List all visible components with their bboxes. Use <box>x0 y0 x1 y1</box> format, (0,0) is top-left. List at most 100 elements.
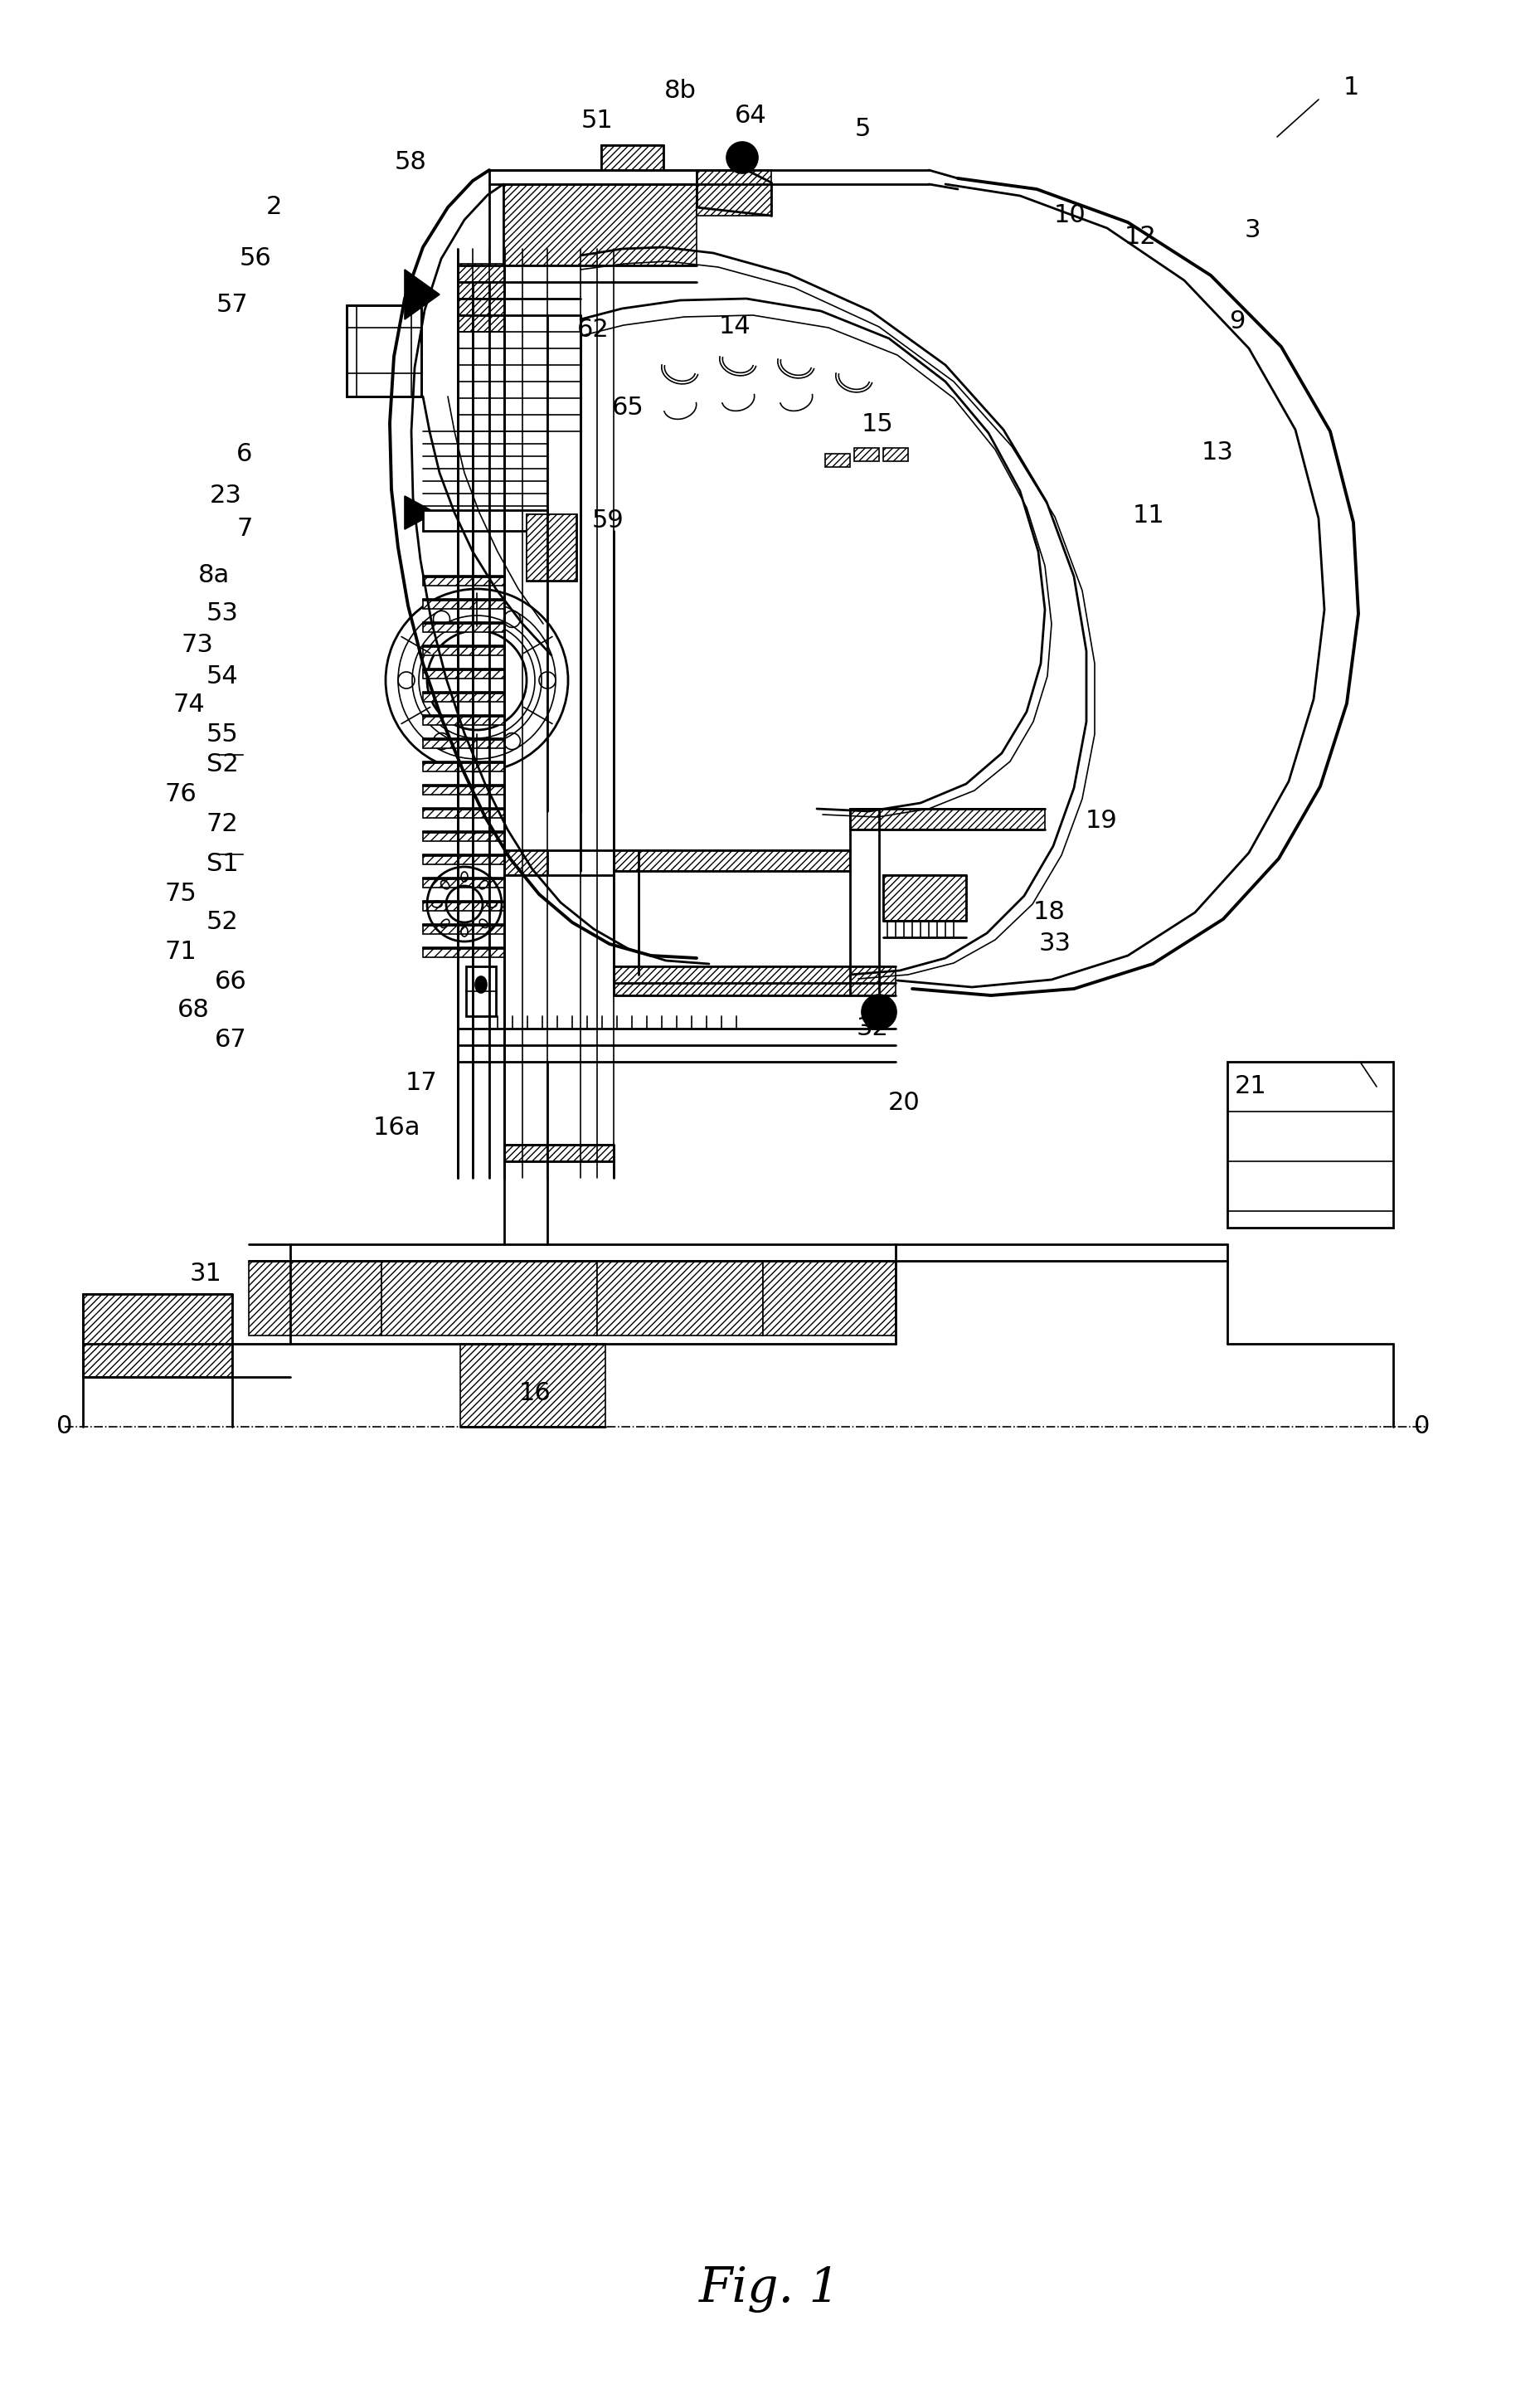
Bar <box>598 1261 762 1335</box>
Text: 11: 11 <box>1132 503 1164 527</box>
Bar <box>382 1261 598 1335</box>
Text: 20: 20 <box>889 1092 919 1116</box>
Text: 56: 56 <box>239 248 271 272</box>
Text: S1: S1 <box>206 853 239 877</box>
Bar <box>424 832 504 842</box>
Text: 57: 57 <box>216 293 248 317</box>
Bar <box>424 784 504 794</box>
Ellipse shape <box>862 994 896 1030</box>
Bar <box>424 925 504 935</box>
Text: 10: 10 <box>1053 203 1086 229</box>
Text: 74: 74 <box>172 694 205 718</box>
Text: 73: 73 <box>182 634 214 658</box>
Text: 65: 65 <box>611 396 644 420</box>
Polygon shape <box>405 496 436 529</box>
Text: 15: 15 <box>861 412 893 436</box>
Bar <box>504 851 547 875</box>
Bar <box>850 808 1046 830</box>
Text: Fig. 1: Fig. 1 <box>699 2267 841 2312</box>
Text: 75: 75 <box>165 882 197 906</box>
Bar <box>457 265 504 281</box>
Text: 72: 72 <box>206 813 239 837</box>
Bar <box>424 575 504 586</box>
Bar <box>884 448 909 460</box>
Text: 14: 14 <box>719 315 752 339</box>
Text: 52: 52 <box>206 911 239 935</box>
Bar <box>504 1144 613 1161</box>
Bar <box>527 515 576 582</box>
Bar <box>762 1261 896 1335</box>
Bar <box>249 1261 382 1335</box>
Text: 6: 6 <box>237 441 253 465</box>
Text: 31: 31 <box>189 1261 222 1285</box>
Text: 1: 1 <box>1343 74 1360 100</box>
Bar <box>424 901 504 911</box>
Bar <box>424 510 547 532</box>
Text: 8b: 8b <box>664 79 696 103</box>
Bar <box>424 853 504 865</box>
Text: 71: 71 <box>165 939 197 963</box>
Bar <box>424 622 504 632</box>
Bar <box>457 298 504 315</box>
Text: 59: 59 <box>591 508 624 532</box>
Bar <box>424 877 504 887</box>
Ellipse shape <box>476 977 487 992</box>
Text: 16: 16 <box>519 1383 551 1407</box>
Text: 12: 12 <box>1124 224 1157 248</box>
Text: 5: 5 <box>855 117 870 141</box>
Text: 13: 13 <box>1201 441 1234 465</box>
Text: 58: 58 <box>394 150 427 174</box>
Bar <box>424 646 504 656</box>
Bar <box>884 875 966 920</box>
Text: 19: 19 <box>1086 808 1118 834</box>
Bar <box>424 691 504 701</box>
Text: 33: 33 <box>1038 932 1070 956</box>
Text: 9: 9 <box>1229 310 1246 334</box>
Text: 66: 66 <box>214 970 246 994</box>
Bar <box>613 966 896 997</box>
Text: 3: 3 <box>1244 219 1260 243</box>
Bar <box>504 184 696 265</box>
Bar <box>527 515 576 582</box>
Text: 17: 17 <box>405 1070 437 1094</box>
Text: 68: 68 <box>177 999 209 1023</box>
Bar <box>424 760 504 772</box>
Text: 23: 23 <box>209 484 242 508</box>
Bar <box>457 315 504 331</box>
Text: 8a: 8a <box>199 563 229 586</box>
Text: 62: 62 <box>578 317 608 343</box>
Text: 55: 55 <box>206 722 239 746</box>
Bar <box>424 715 504 725</box>
Text: 67: 67 <box>214 1028 246 1051</box>
Polygon shape <box>405 269 439 319</box>
Bar <box>1227 1061 1394 1228</box>
Bar <box>457 281 504 298</box>
Bar <box>855 448 879 460</box>
Bar <box>424 946 504 958</box>
Bar <box>696 169 772 215</box>
Bar <box>467 966 496 1016</box>
Text: 53: 53 <box>206 601 239 627</box>
Text: 0: 0 <box>57 1414 72 1440</box>
Bar <box>424 739 504 749</box>
Ellipse shape <box>727 141 758 174</box>
Text: 76: 76 <box>165 782 197 806</box>
Bar <box>83 1295 233 1378</box>
Bar <box>346 305 422 396</box>
Bar <box>825 453 850 467</box>
Text: 18: 18 <box>1033 901 1066 925</box>
Bar <box>424 598 504 608</box>
Bar <box>613 851 850 870</box>
Text: 2: 2 <box>265 195 282 219</box>
Text: 0: 0 <box>1414 1414 1431 1440</box>
Text: 21: 21 <box>1235 1075 1266 1099</box>
Text: 16a: 16a <box>373 1116 420 1140</box>
Text: S2: S2 <box>206 753 239 777</box>
Bar <box>424 668 504 679</box>
Bar <box>460 1345 605 1426</box>
Bar <box>601 145 664 169</box>
Text: 32: 32 <box>856 1016 889 1039</box>
Text: 51: 51 <box>581 107 613 131</box>
Text: 7: 7 <box>237 517 253 541</box>
Text: 64: 64 <box>735 105 767 129</box>
